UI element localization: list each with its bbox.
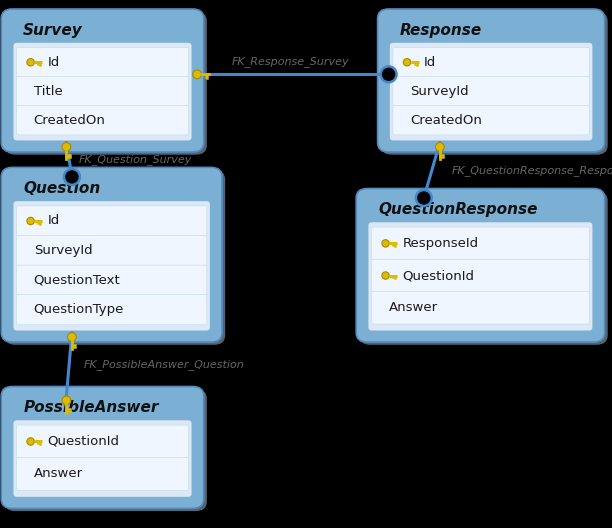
FancyBboxPatch shape (17, 457, 188, 491)
Text: FK_QuestionResponse_Response: FK_QuestionResponse_Response (452, 165, 612, 176)
FancyBboxPatch shape (13, 420, 192, 497)
Text: Id: Id (48, 214, 60, 228)
Ellipse shape (64, 169, 80, 185)
FancyBboxPatch shape (371, 259, 589, 292)
FancyBboxPatch shape (359, 191, 608, 345)
Text: ResponseId: ResponseId (403, 237, 479, 250)
FancyBboxPatch shape (17, 425, 188, 458)
Text: Survey: Survey (23, 23, 83, 37)
Ellipse shape (27, 218, 34, 225)
FancyBboxPatch shape (17, 235, 207, 266)
FancyBboxPatch shape (1, 9, 204, 152)
Ellipse shape (27, 438, 34, 445)
Ellipse shape (67, 333, 76, 342)
Text: QuestionType: QuestionType (34, 303, 124, 316)
Ellipse shape (382, 240, 389, 247)
Ellipse shape (382, 272, 389, 279)
Text: FK_PossibleAnswer_Question: FK_PossibleAnswer_Question (84, 359, 245, 370)
Text: QuestionId: QuestionId (48, 435, 120, 448)
Text: Id: Id (48, 56, 60, 69)
FancyBboxPatch shape (393, 106, 589, 135)
Ellipse shape (381, 67, 397, 82)
FancyBboxPatch shape (17, 206, 207, 236)
Text: Answer: Answer (389, 301, 438, 314)
FancyBboxPatch shape (13, 43, 192, 140)
Ellipse shape (403, 59, 411, 66)
Text: SurveyId: SurveyId (410, 84, 469, 98)
Text: QuestionResponse: QuestionResponse (378, 202, 538, 217)
FancyBboxPatch shape (356, 188, 605, 342)
FancyBboxPatch shape (17, 295, 207, 325)
Text: Question: Question (23, 181, 100, 196)
Text: QuestionText: QuestionText (34, 274, 121, 287)
Ellipse shape (436, 143, 444, 152)
FancyBboxPatch shape (4, 170, 225, 345)
FancyBboxPatch shape (371, 291, 589, 324)
Ellipse shape (27, 59, 34, 66)
Text: PossibleAnswer: PossibleAnswer (23, 400, 159, 415)
FancyBboxPatch shape (390, 43, 592, 140)
FancyBboxPatch shape (4, 12, 207, 155)
FancyBboxPatch shape (393, 77, 589, 106)
Text: Answer: Answer (34, 467, 83, 480)
Ellipse shape (62, 396, 71, 405)
FancyBboxPatch shape (381, 12, 608, 155)
Text: Title: Title (34, 84, 62, 98)
FancyBboxPatch shape (1, 386, 204, 508)
Ellipse shape (193, 70, 201, 79)
FancyBboxPatch shape (371, 227, 589, 260)
FancyBboxPatch shape (1, 167, 222, 342)
FancyBboxPatch shape (17, 48, 188, 77)
Text: FK_Question_Survey: FK_Question_Survey (78, 154, 192, 165)
Text: CreatedOn: CreatedOn (34, 114, 105, 127)
Text: Response: Response (400, 23, 482, 37)
FancyBboxPatch shape (368, 222, 592, 331)
Text: SurveyId: SurveyId (34, 244, 92, 257)
Ellipse shape (62, 143, 71, 152)
FancyBboxPatch shape (393, 48, 589, 77)
Text: QuestionId: QuestionId (403, 269, 475, 282)
FancyBboxPatch shape (17, 106, 188, 135)
Ellipse shape (416, 190, 432, 206)
Text: Id: Id (424, 56, 436, 69)
Text: CreatedOn: CreatedOn (410, 114, 482, 127)
FancyBboxPatch shape (13, 201, 210, 331)
FancyBboxPatch shape (17, 77, 188, 106)
FancyBboxPatch shape (17, 265, 207, 295)
Text: FK_Response_Survey: FK_Response_Survey (232, 55, 349, 67)
FancyBboxPatch shape (4, 389, 207, 511)
FancyBboxPatch shape (378, 9, 605, 152)
